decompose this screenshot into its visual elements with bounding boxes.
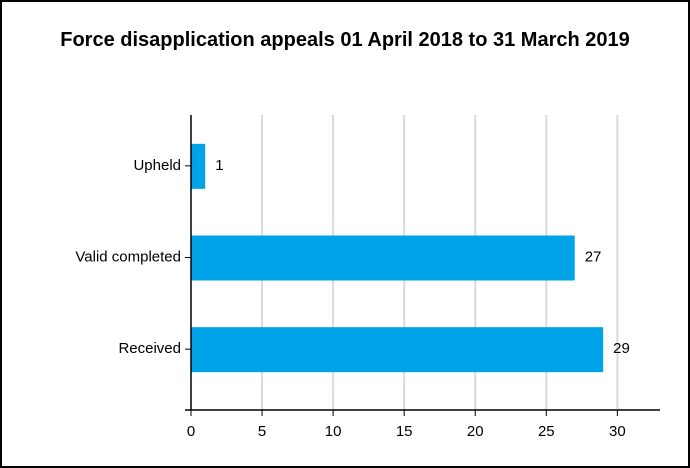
x-tick-label: 10 xyxy=(325,423,342,440)
x-tick-label: 15 xyxy=(396,423,413,440)
value-label: 27 xyxy=(585,248,602,265)
x-tick-label: 5 xyxy=(258,423,266,440)
value-label: 1 xyxy=(215,157,223,174)
x-tick-label: 25 xyxy=(538,423,555,440)
y-tick-label: Upheld xyxy=(133,157,181,174)
chart-title: Force disapplication appeals 01 April 20… xyxy=(60,29,630,51)
x-tick-label: 20 xyxy=(467,423,484,440)
bar xyxy=(191,143,206,189)
bar xyxy=(191,327,604,373)
y-tick-label: Received xyxy=(118,340,181,357)
x-tick-label: 30 xyxy=(609,423,626,440)
x-tick-label: 0 xyxy=(187,423,195,440)
bar xyxy=(191,235,575,281)
y-tick-label: Valid completed xyxy=(75,248,181,265)
value-label: 29 xyxy=(613,340,630,357)
